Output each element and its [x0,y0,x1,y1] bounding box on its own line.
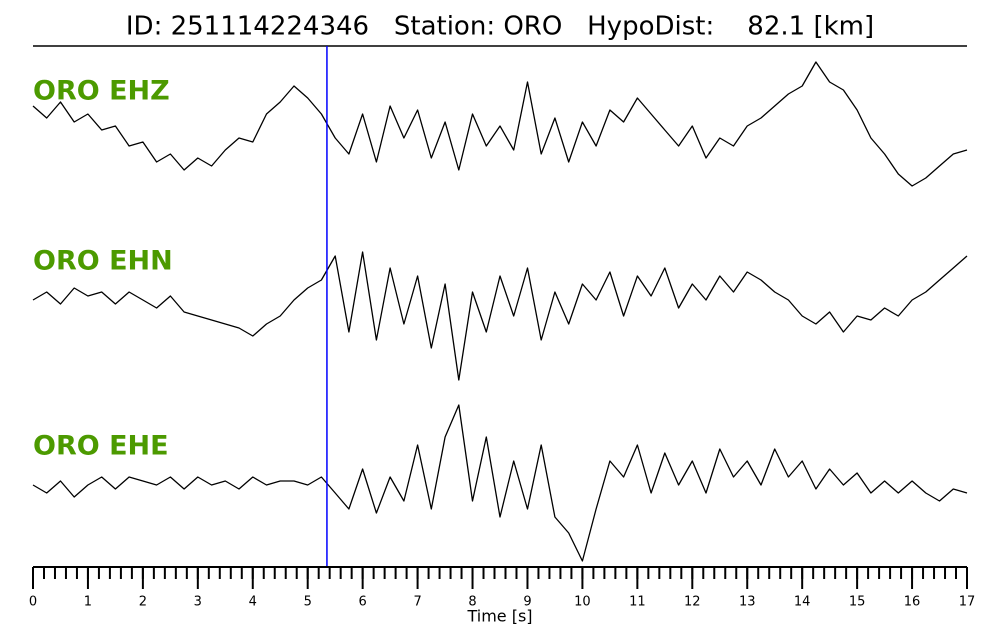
x-tick-label: 15 [849,595,866,610]
chart-title: ID: 251114224346 Station: ORO HypoDist: … [126,12,874,42]
trace-label: ORO EHE [33,431,169,462]
trace-label: ORO EHZ [33,76,170,107]
x-tick-label: 2 [139,595,147,610]
x-tick-label: 10 [574,595,591,610]
x-tick-label: 11 [629,595,646,610]
x-tick-label: 12 [684,595,701,610]
x-tick-label: 14 [794,595,811,610]
waveform [32,404,968,562]
waveform [32,251,968,381]
x-tick-label: 3 [194,595,202,610]
waveform [32,61,968,187]
x-tick-label: 4 [249,595,257,610]
x-tick-label: 9 [523,595,531,610]
trace-label: ORO EHN [33,246,173,277]
x-tick-label: 13 [739,595,756,610]
x-tick-label: 5 [304,595,312,610]
x-tick-label: 0 [29,595,37,610]
x-tick-label: 7 [413,595,421,610]
x-tick-label: 16 [904,595,921,610]
x-tick-label: 6 [359,595,367,610]
x-tick-label: 1 [84,595,92,610]
x-axis-label: Time [s] [466,607,532,626]
x-tick-label: 17 [959,595,976,610]
x-tick-label: 8 [468,595,476,610]
